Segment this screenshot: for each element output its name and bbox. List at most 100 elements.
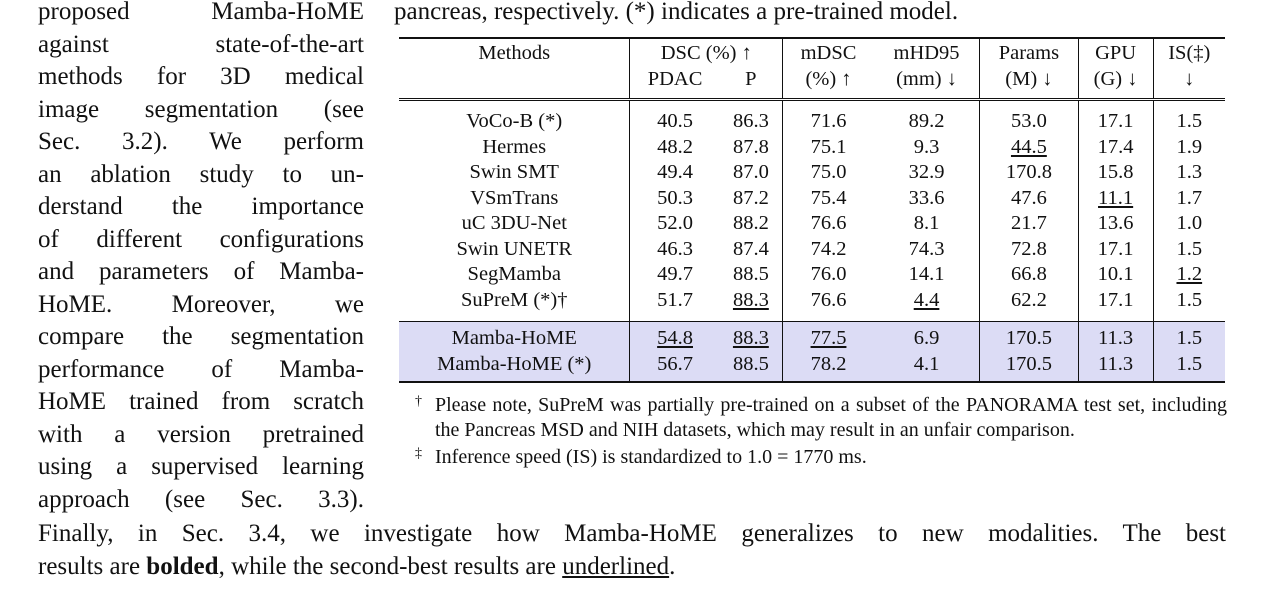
cell-pdac: 40.5	[657, 110, 693, 132]
cell-params: 170.5	[979, 321, 1079, 352]
cell-gpu: 17.1	[1078, 287, 1154, 322]
cell-params: 62.2	[979, 287, 1079, 322]
cell-method: Swin SMT	[399, 160, 631, 186]
results-table-container: Methods DSC (%) ↑ mDSC mHD95 Params GPU …	[399, 37, 1225, 383]
cell-params: 66.8	[979, 262, 1079, 288]
header-methods-sub	[399, 66, 631, 101]
left-line: of different configurations	[38, 225, 364, 253]
cell-gpu: 15.8	[1078, 160, 1154, 186]
table-row-highlighted: Mamba-HoME 54.8 88.3 77.5 6.9 170.5 11.3…	[399, 321, 1225, 352]
cell-gpu: 11.3	[1078, 321, 1154, 352]
cell-mhd95: 4.4	[873, 287, 981, 322]
bold-word: bolded	[146, 552, 219, 580]
table-row-highlighted: Mamba-HoME (*) 56.7 88.5 78.2 4.1 170.5 …	[399, 351, 1225, 382]
cell-method: uC 3DU-Net	[399, 211, 631, 237]
table-row: VoCo-B (*) 40.5 86.3 71.6 89.2 53.0 17.1…	[399, 99, 1225, 135]
cell-is: 1.5	[1176, 288, 1203, 311]
left-line: and parameters of Mamba-	[38, 258, 364, 285]
cell-is: 1.2	[1176, 263, 1203, 285]
header-mhd95: mHD95	[873, 38, 981, 67]
cell-method: Mamba-HoME	[399, 321, 631, 352]
cell-mdsc: 78.2	[782, 351, 874, 382]
cell-is: 1.9	[1176, 135, 1203, 158]
cell-params: 170.5	[979, 351, 1079, 382]
dagger-mark: †	[415, 394, 422, 409]
cell-gpu: 17.1	[1078, 236, 1154, 262]
bottom-line: Finally, in Sec. 3.4, we investigate how…	[38, 520, 1226, 547]
cell-p: 87.4	[719, 236, 784, 262]
table-caption-tail: pancreas, respectively. (*) indicates a …	[394, 0, 959, 25]
cell-mhd95: 14.1	[873, 262, 981, 288]
cell-mhd95: 4.1	[873, 351, 981, 382]
cell-is: 1.5	[1176, 237, 1203, 260]
cell-params: 21.7	[979, 211, 1079, 237]
header-mdsc-unit: (%) ↑	[782, 66, 874, 101]
left-line: against state-of-the-art	[38, 30, 364, 58]
cell-mhd95: 8.1	[873, 211, 981, 237]
text-fragment: .	[669, 552, 676, 580]
cell-gpu: 13.6	[1078, 211, 1154, 237]
cell-mhd95: 32.9	[873, 160, 981, 186]
cell-params: 72.8	[979, 236, 1079, 262]
cell-p: 87.8	[719, 134, 784, 160]
header-is-unit: ↓	[1153, 66, 1225, 101]
cell-method: VSmTrans	[399, 185, 631, 211]
left-line: proposed Mamba-HoME	[38, 0, 364, 25]
results-table: Methods DSC (%) ↑ mDSC mHD95 Params GPU …	[399, 37, 1225, 383]
table-footnotes: † Please note, SuPreM was partially pre-…	[415, 393, 1227, 472]
left-line: derstand the importance	[38, 193, 364, 220]
table-row: SuPreM (*)† 51.7 88.3 76.6 4.4 62.2 17.1…	[399, 287, 1225, 322]
table-row: SegMamba 49.7 88.5 76.0 14.1 66.8 10.1 1…	[399, 262, 1225, 288]
header-p: P	[719, 66, 784, 101]
cell-p: 88.5	[719, 262, 784, 288]
left-line: compare the segmentation	[38, 323, 364, 350]
cell-params: 47.6	[979, 185, 1079, 211]
header-dsc: DSC (%) ↑	[629, 38, 784, 67]
text-fragment: , while the second-best results are	[218, 552, 563, 580]
footnote-text: Please note, SuPreM was partially pre-tr…	[435, 394, 1227, 441]
cell-is: 1.5	[1153, 351, 1225, 382]
cell-mhd95: 74.3	[873, 236, 981, 262]
left-column-paragraph: proposed Mamba-HoME against state-of-the…	[38, 0, 364, 516]
cell-mdsc: 76.0	[810, 263, 847, 285]
cell-mhd95: 89.2	[873, 99, 981, 135]
bottom-paragraph: Finally, in Sec. 3.4, we investigate how…	[38, 518, 1226, 583]
left-line: with a version pretrained	[38, 420, 364, 448]
cell-method: SuPreM (*)†	[399, 287, 631, 322]
cell-pdac: 56.7	[629, 351, 720, 382]
header-gpu-unit: (G) ↓	[1078, 66, 1154, 101]
cell-mdsc: 74.2	[810, 237, 847, 260]
left-line: performance of Mamba-	[38, 355, 364, 383]
table-row: VSmTrans 50.3 87.2 75.4 33.6 47.6 11.1 1…	[399, 185, 1225, 211]
cell-mdsc: 75.4	[810, 186, 847, 209]
cell-p: 86.3	[719, 99, 784, 135]
cell-params: 44.5	[979, 134, 1079, 160]
cell-is: 1.7	[1176, 186, 1203, 209]
cell-pdac: 54.8	[629, 321, 720, 352]
cell-params: 53.0	[979, 99, 1079, 135]
cell-gpu: 17.4	[1078, 134, 1154, 160]
cell-pdac: 50.3	[657, 186, 693, 209]
left-line: Sec. 3.2). We perform	[38, 128, 364, 155]
table-row: Hermes 48.2 87.8 75.1 9.3 44.5 17.4 1.9	[399, 134, 1225, 160]
footnote-double-dagger: ‡ Inference speed (IS) is standardized t…	[415, 445, 1227, 470]
header-is: IS(‡)	[1168, 42, 1211, 64]
cell-gpu: 10.1	[1078, 262, 1154, 288]
header-params-unit: (M) ↓	[979, 66, 1079, 101]
cell-mdsc: 77.5	[782, 321, 874, 352]
table-row: Swin UNETR 46.3 87.4 74.2 74.3 72.8 17.1…	[399, 236, 1225, 262]
cell-mdsc: 71.6	[810, 110, 847, 132]
header-params: Params	[979, 38, 1079, 67]
cell-pdac: 52.0	[657, 212, 693, 234]
table-row: uC 3DU-Net 52.0 88.2 76.6 8.1 21.7 13.6 …	[399, 211, 1225, 237]
left-line: HoME trained from scratch	[38, 388, 364, 415]
cell-pdac: 49.4	[657, 161, 693, 183]
cell-mhd95: 33.6	[873, 185, 981, 211]
header-methods: Methods	[399, 38, 631, 67]
cell-p: 87.0	[719, 160, 784, 186]
header-gpu: GPU	[1078, 38, 1154, 67]
footnote-text: Inference speed (IS) is standardized to …	[435, 446, 867, 468]
cell-mhd95: 9.3	[873, 134, 981, 160]
cell-is: 1.3	[1176, 161, 1203, 183]
cell-gpu: 11.1	[1078, 185, 1154, 211]
